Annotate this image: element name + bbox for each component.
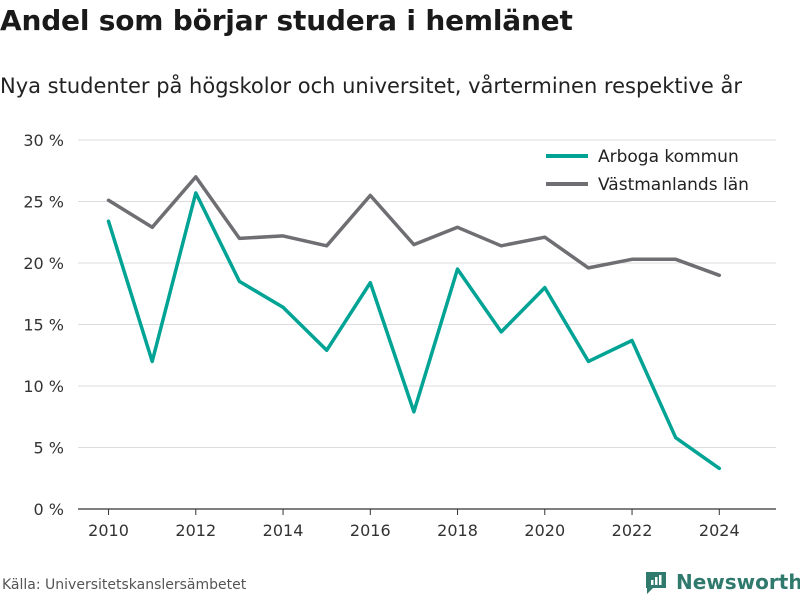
x-tick-label: 2010 bbox=[88, 521, 129, 540]
grid-lines bbox=[78, 139, 776, 510]
y-tick-label: 30 % bbox=[23, 131, 64, 150]
x-tick-label: 2016 bbox=[350, 521, 391, 540]
y-axis-tick-labels: 0 % 5 % 10 % 15 % 20 % 25 % 30 % bbox=[23, 131, 64, 519]
series-line-arboga-kommun bbox=[106, 191, 722, 471]
chart-subtitle: Nya studenter på högskolor och universit… bbox=[0, 74, 742, 98]
legend-label: Västmanlands län bbox=[598, 175, 749, 195]
y-tick-label: 15 % bbox=[23, 316, 64, 335]
brand-logo[interactable]: Newsworthy bbox=[642, 568, 800, 596]
series-line-vastmanlands-lan bbox=[106, 175, 722, 278]
legend: Arboga kommun Västmanlands län bbox=[546, 147, 749, 195]
legend-label: Arboga kommun bbox=[598, 147, 739, 167]
y-tick-label: 0 % bbox=[34, 500, 64, 519]
chart-title: Andel som börjar studera i hemlänet bbox=[0, 4, 573, 37]
x-axis-tick-labels: 2010 2012 2014 2016 2018 2020 2022 2024 bbox=[88, 509, 740, 540]
series-lines bbox=[106, 175, 722, 471]
y-tick-label: 20 % bbox=[23, 254, 64, 273]
source-note: Källa: Universitetskanslersämbetet bbox=[2, 577, 247, 593]
x-tick-label: 2014 bbox=[263, 521, 304, 540]
x-tick-label: 2018 bbox=[437, 521, 478, 540]
y-tick-label: 10 % bbox=[23, 377, 64, 396]
y-tick-label: 5 % bbox=[34, 439, 64, 458]
newsworthy-logo-icon bbox=[646, 572, 666, 594]
x-tick-label: 2012 bbox=[175, 521, 216, 540]
x-tick-label: 2020 bbox=[524, 521, 565, 540]
x-tick-label: 2022 bbox=[612, 521, 653, 540]
y-tick-label: 25 % bbox=[23, 193, 64, 212]
x-tick-label: 2024 bbox=[699, 521, 740, 540]
brand-name: Newsworthy bbox=[676, 570, 800, 594]
